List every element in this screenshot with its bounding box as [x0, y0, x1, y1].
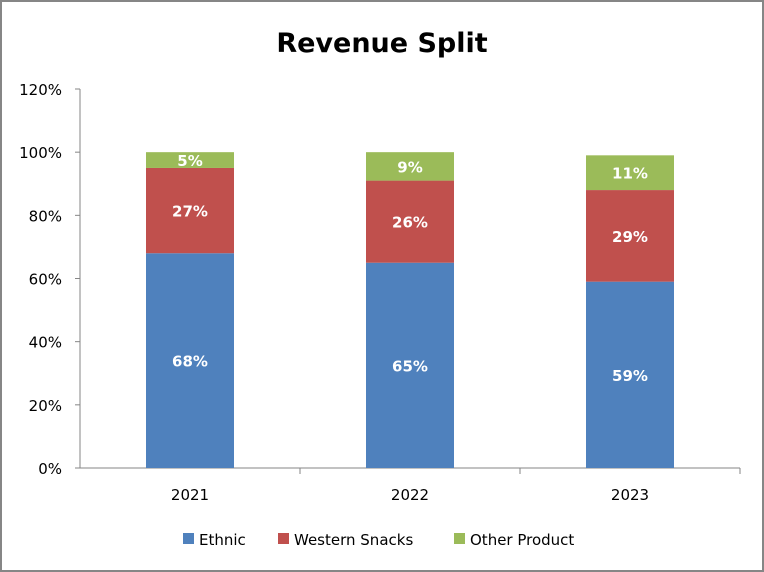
x-tick-label: 2022	[391, 486, 429, 504]
legend-swatch	[278, 533, 289, 544]
data-label: 11%	[612, 165, 648, 183]
legend-label: Western Snacks	[294, 531, 413, 549]
data-label: 59%	[612, 367, 648, 385]
y-tick-label: 20%	[29, 397, 62, 415]
y-tick-label: 60%	[29, 271, 62, 289]
data-label: 65%	[392, 357, 428, 375]
y-tick-label: 40%	[29, 334, 62, 352]
y-tick-label: 80%	[29, 207, 62, 225]
bar-segment-other-product	[366, 152, 454, 181]
data-label: 27%	[172, 203, 208, 221]
bar-segment-western-snacks	[146, 167, 234, 254]
data-labels: 68% 27% 5% 65% 26% 9% 59% 29% 11%	[172, 152, 648, 385]
data-label: 9%	[397, 158, 422, 176]
bar-segment-ethnic	[586, 281, 674, 468]
bar-segment-western-snacks	[586, 190, 674, 282]
data-label: 26%	[392, 214, 428, 232]
bar-segment-ethnic	[366, 262, 454, 468]
legend-label: Other Product	[470, 531, 574, 549]
bar-segment-western-snacks	[366, 180, 454, 263]
y-tick-label: 0%	[38, 460, 62, 478]
x-tick-label: 2023	[611, 486, 649, 504]
data-label: 5%	[177, 152, 202, 170]
y-tick-label: 120%	[19, 81, 62, 99]
bar-segment-other-product	[586, 155, 674, 191]
chart-title: Revenue Split	[276, 28, 487, 59]
data-label: 68%	[172, 353, 208, 371]
bar-segment-other-product	[146, 152, 234, 168]
axes: 0% 20% 40% 60% 80% 100% 120% 2021 2022 2023	[19, 81, 741, 504]
bar-segment-ethnic	[146, 253, 234, 468]
bars	[146, 152, 674, 468]
legend-swatch	[454, 533, 465, 544]
y-tick-label: 100%	[19, 144, 62, 162]
legend-label: Ethnic	[199, 531, 246, 549]
legend: Ethnic Western Snacks Other Product	[183, 531, 574, 549]
x-tick-label: 2021	[171, 486, 209, 504]
data-label: 29%	[612, 228, 648, 246]
legend-swatch	[183, 533, 194, 544]
